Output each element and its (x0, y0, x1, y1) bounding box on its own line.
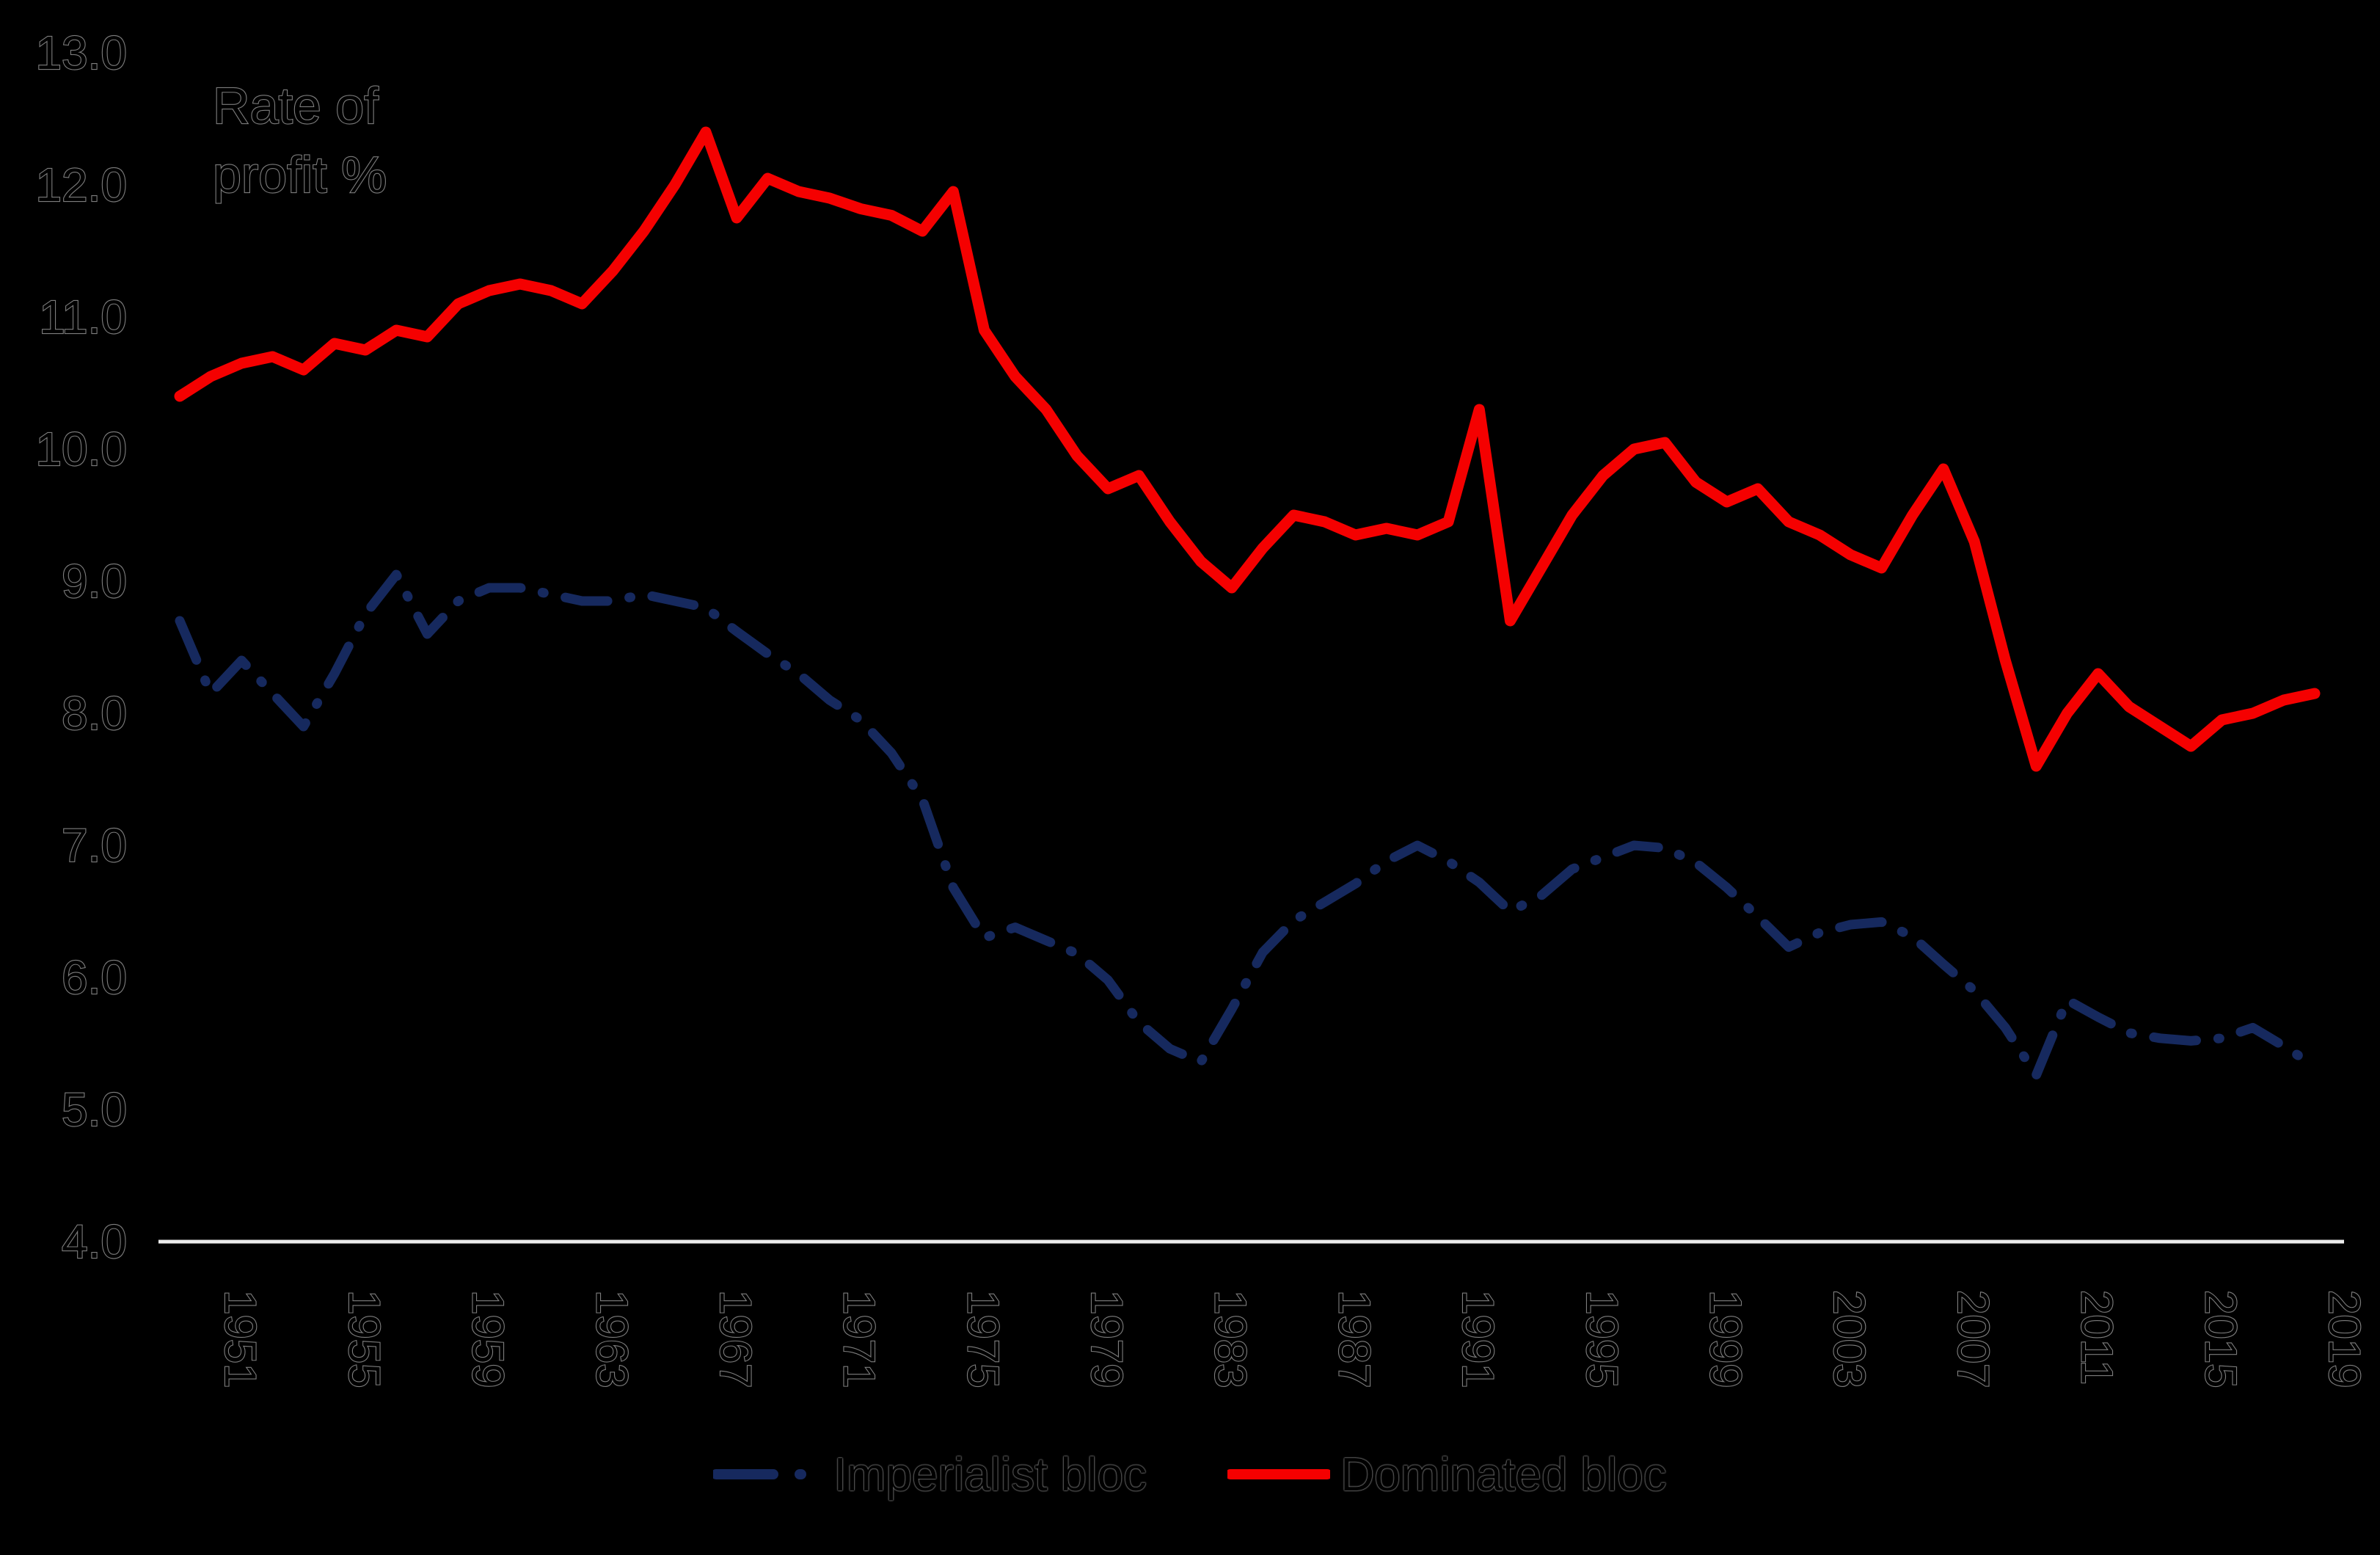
x-tick-label: 1987 (1329, 1290, 1379, 1388)
imperialist-bloc-line (175, 569, 2320, 1080)
y-tick-label: 4.0 (62, 1215, 127, 1268)
x-tick-label: 1983 (1206, 1290, 1255, 1388)
y-tick-label: 7.0 (62, 819, 127, 872)
y-tick-label: 13.0 (35, 26, 127, 79)
legend-label-dominated: Dominated bloc (1340, 1448, 1667, 1501)
dominated-line-sample-icon (1227, 1469, 1331, 1479)
y-tick-label: 10.0 (35, 423, 127, 476)
y-tick-label: 11.0 (39, 291, 127, 343)
x-tick-label: 1963 (587, 1290, 636, 1388)
legend-label-imperialist: Imperialist bloc (833, 1448, 1147, 1501)
x-tick-label: 1975 (958, 1290, 1007, 1388)
imperialist-line-sample-icon (713, 1469, 824, 1479)
y-tick-label: 6.0 (62, 951, 127, 1004)
chart-title: Rate of (213, 77, 379, 134)
x-tick-label: 2007 (1949, 1290, 1998, 1388)
x-tick-label: 1967 (711, 1290, 760, 1388)
x-tick-label: 1971 (835, 1290, 884, 1388)
y-tick-label: 8.0 (62, 687, 127, 740)
x-tick-label: 2011 (2073, 1290, 2122, 1385)
dominated-bloc-line (174, 126, 2321, 772)
x-tick-label: 1955 (340, 1290, 389, 1388)
legend: Imperialist bloc Dominated bloc (0, 1447, 2380, 1501)
x-tick-label: 1991 (1453, 1290, 1503, 1388)
x-tick-label: 1999 (1701, 1290, 1751, 1388)
x-tick-label: 1951 (216, 1290, 265, 1388)
x-tick-label: 1959 (464, 1290, 513, 1388)
x-tick-label: 1979 (1082, 1290, 1131, 1388)
legend-item-imperialist: Imperialist bloc (713, 1447, 1147, 1501)
y-tick-label: 5.0 (62, 1083, 127, 1136)
chart-title-line2: profit % (213, 146, 387, 203)
y-tick-label: 12.0 (35, 159, 127, 211)
x-tick-label: 2019 (2320, 1290, 2369, 1388)
legend-item-dominated: Dominated bloc (1227, 1447, 1667, 1501)
x-tick-label: 2003 (1825, 1290, 1874, 1388)
y-axis: 13.0 12.0 11.0 10.0 9.0 8.0 7.0 6.0 5.0 4.0 (34, 26, 128, 1269)
x-tick-label: 1995 (1577, 1290, 1627, 1388)
x-tick-label: 2015 (2196, 1290, 2245, 1388)
y-tick-label: 9.0 (62, 555, 127, 608)
x-axis: 1951 1955 1959 1963 1967 1971 1975 1979 1983 1987… (215, 1289, 2370, 1389)
data-series (174, 126, 2321, 1080)
